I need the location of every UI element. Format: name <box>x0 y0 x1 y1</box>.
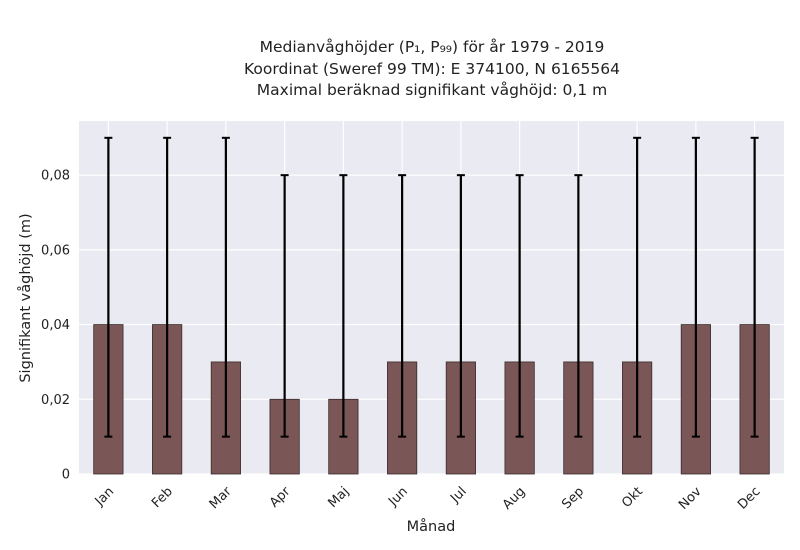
title-line-3: Maximal beräknad signifikant våghöjd: 0,… <box>257 81 607 99</box>
x-tick-label-jan: Jan <box>92 484 117 509</box>
title-line-2: Koordinat (Sweref 99 TM): E 374100, N 61… <box>244 60 620 78</box>
x-axis-label: Månad <box>407 518 456 535</box>
x-tick-label-aug: Aug <box>500 484 529 513</box>
y-tick-label: 0,02 <box>41 393 70 408</box>
plot-area <box>79 121 784 474</box>
x-tick-label-okt: Okt <box>619 484 646 511</box>
x-tick-label-maj: Maj <box>325 484 352 511</box>
y-tick-label: 0 <box>62 468 70 483</box>
x-tick-label-jul: Jul <box>447 484 469 506</box>
y-tick-label: 0,08 <box>41 169 70 184</box>
y-axis-label: Signifikant våghöjd (m) <box>17 213 34 382</box>
y-tick-label: 0,04 <box>41 318 70 333</box>
chart-title: Medianvåghöjder (P₁, P₉₉) för år 1979 - … <box>244 38 620 99</box>
x-tick-label-jun: Jun <box>385 484 411 510</box>
title-line-1: Medianvåghöjder (P₁, P₉₉) för år 1979 - … <box>260 38 605 56</box>
x-tick-label-feb: Feb <box>149 484 176 511</box>
y-tick-labels: 0 0,02 0,04 0,06 0,08 <box>41 169 70 483</box>
x-tick-label-nov: Nov <box>676 484 705 513</box>
x-tick-label-dec: Dec <box>735 484 763 512</box>
x-tick-label-mar: Mar <box>207 484 235 512</box>
x-tick-label-apr: Apr <box>267 484 294 511</box>
x-tick-label-sep: Sep <box>559 484 587 512</box>
error-bars <box>104 136 759 438</box>
y-tick-label: 0,06 <box>41 243 70 258</box>
x-tick-labels: Jan Feb Mar Apr Maj Jun Jul Aug Sep Okt Nov Dec <box>92 484 764 513</box>
